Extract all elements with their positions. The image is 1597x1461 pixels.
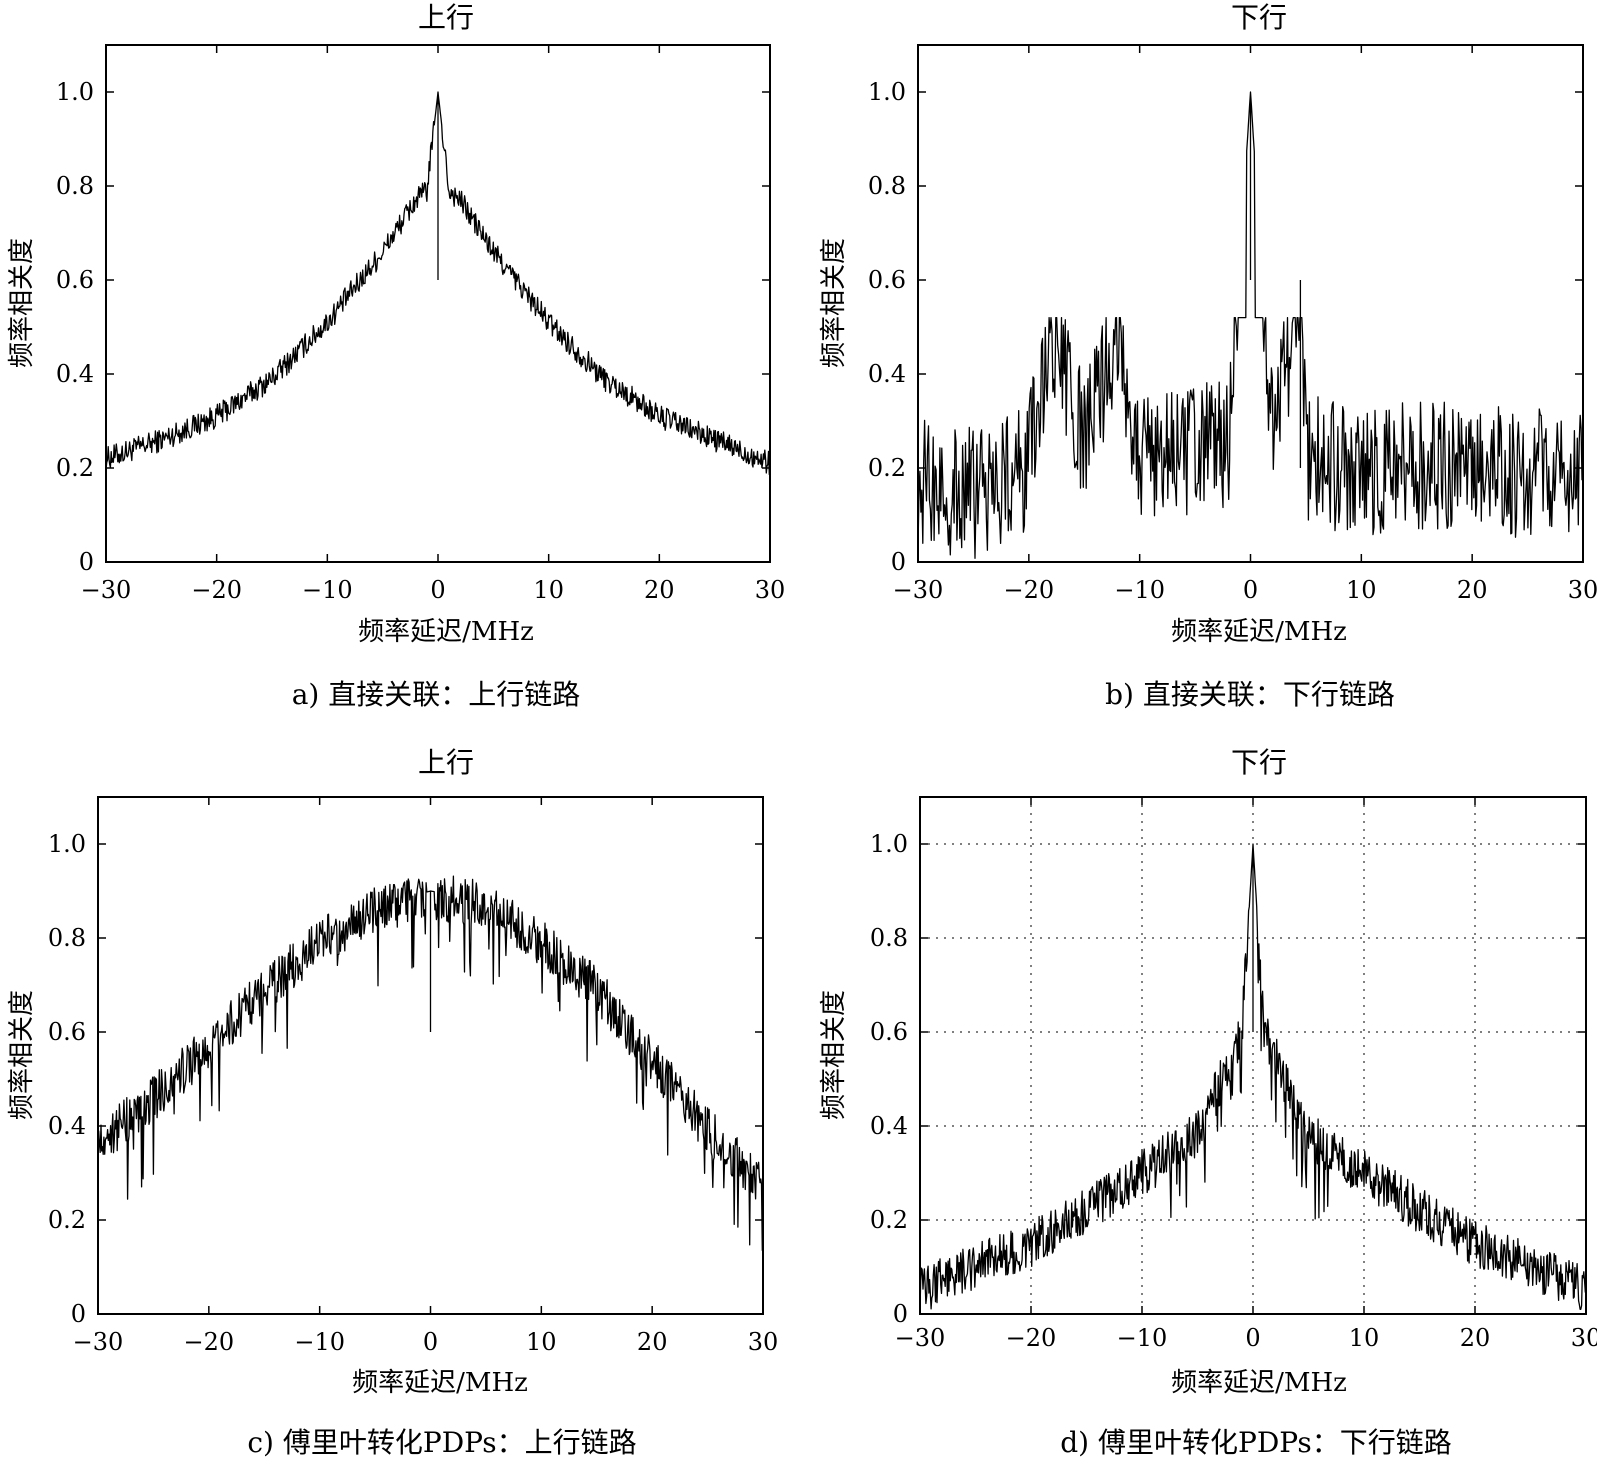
panel-a-ytick-label: 0.6 [56, 266, 94, 294]
panel-d-ytick-label: 0 [893, 1300, 908, 1328]
panel-c-ytick-label: 0.4 [48, 1112, 86, 1140]
panel-b-xlabel: 频率延迟/MHz [1171, 617, 1347, 647]
panel-a-ytick-label: 0.8 [56, 172, 94, 200]
panel-d-y-ticks: 0 0.2 0.4 0.6 0.8 1.0 [870, 830, 908, 1328]
panel-d-ytick-label: 0.6 [870, 1018, 908, 1046]
panel-d-ytick-label: 1.0 [870, 830, 908, 858]
panel-b-ytick-label: 0 [891, 548, 906, 576]
panel-c-title: 上行 [418, 746, 474, 779]
panel-c-x-ticks: −30 −20 −10 0 10 20 30 [73, 1328, 779, 1356]
panel-c-xtick-label: 10 [526, 1328, 557, 1356]
panel-c-caption: c) 傅里叶转化PDPs：上行链路 [247, 1426, 636, 1459]
panel-d-caption: d) 傅里叶转化PDPs：下行链路 [1060, 1426, 1452, 1459]
panel-a-caption: a) 直接关联：上行链路 [292, 678, 581, 711]
panel-c-ytick-label: 0 [71, 1300, 86, 1328]
panel-d-title: 下行 [1231, 746, 1287, 779]
panel-d-series-line [919, 843, 1587, 1310]
panel-d-x-ticks: −30 −20 −10 0 10 20 30 [895, 1324, 1597, 1352]
panel-c-xtick-label: 30 [748, 1328, 779, 1356]
tick-marks [919, 797, 1587, 1315]
panel-d-xtick-label: 20 [1460, 1324, 1491, 1352]
panel-b-xtick-label: −30 [893, 576, 944, 604]
panel-a-xlabel: 频率延迟/MHz [358, 617, 534, 647]
panel-c-xtick-label: −10 [294, 1328, 345, 1356]
panel-b-y-ticks: 0 0.2 0.4 0.6 0.8 1.0 [868, 78, 906, 576]
panel-b-title: 下行 [1231, 1, 1287, 34]
panel-a-xtick-label: 10 [533, 576, 564, 604]
panel-c: 上行 −30 −20 −10 0 10 20 30 0 0.2 0.4 0.6 … [7, 746, 778, 1459]
panel-b-xtick-label: −10 [1114, 576, 1165, 604]
panel-d-ytick-label: 0.2 [870, 1206, 908, 1234]
panel-c-xtick-label: 20 [637, 1328, 668, 1356]
panel-b-x-ticks: −30 −20 −10 0 10 20 30 [893, 576, 1597, 604]
panel-b-xtick-label: 30 [1568, 576, 1597, 604]
panel-c-ylabel: 频率相关度 [7, 990, 37, 1120]
panel-a: 上行 −30 −20 −10 0 10 20 30 0 0.2 0.4 0.6 … [7, 1, 785, 711]
panel-c-ytick-label: 0.2 [48, 1206, 86, 1234]
tick-marks [97, 797, 764, 1315]
panel-d-xtick-label: 0 [1245, 1324, 1260, 1352]
panel-a-series-line [105, 91, 771, 476]
panel-b-ytick-label: 0.6 [868, 266, 906, 294]
panel-a-ytick-label: 1.0 [56, 78, 94, 106]
panel-b-series-line [917, 91, 1584, 559]
panel-b-ytick-label: 0.8 [868, 172, 906, 200]
panel-a-xtick-label: −30 [81, 576, 132, 604]
panel-a-y-ticks: 0 0.2 0.4 0.6 0.8 1.0 [56, 78, 94, 576]
panel-b: 下行 −30 −20 −10 0 10 20 30 0 0.2 0.4 0.6 … [819, 1, 1597, 711]
panel-c-ytick-label: 0.8 [48, 924, 86, 952]
panel-b-xtick-label: −20 [1003, 576, 1054, 604]
panel-c-ytick-label: 0.6 [48, 1018, 86, 1046]
panel-d-xtick-label: −20 [1006, 1324, 1057, 1352]
panel-b-ylabel: 频率相关度 [819, 238, 849, 368]
panel-c-y-ticks: 0 0.2 0.4 0.6 0.8 1.0 [48, 830, 86, 1328]
tick-marks [105, 45, 771, 563]
panel-a-ytick-label: 0 [79, 548, 94, 576]
panel-b-ytick-label: 0.4 [868, 360, 906, 388]
panel-a-ytick-label: 0.4 [56, 360, 94, 388]
panel-d-xtick-label: 10 [1349, 1324, 1380, 1352]
panel-d-xlabel: 频率延迟/MHz [1171, 1368, 1347, 1398]
panel-c-xtick-label: −20 [183, 1328, 234, 1356]
panel-d-xtick-label: −10 [1117, 1324, 1168, 1352]
panel-c-xtick-label: −30 [73, 1328, 124, 1356]
panel-a-title: 上行 [418, 1, 474, 34]
panel-b-xtick-label: 20 [1457, 576, 1488, 604]
panel-d-xtick-label: −30 [895, 1324, 946, 1352]
panel-b-xtick-label: 10 [1346, 576, 1377, 604]
panel-a-xtick-label: 30 [755, 576, 786, 604]
panel-c-xtick-label: 0 [423, 1328, 438, 1356]
panel-d-ytick-label: 0.8 [870, 924, 908, 952]
panel-c-ytick-label: 1.0 [48, 830, 86, 858]
panel-a-ytick-label: 0.2 [56, 454, 94, 482]
panel-d-xtick-label: 30 [1571, 1324, 1597, 1352]
panel-b-xtick-label: 0 [1243, 576, 1258, 604]
panel-b-ytick-label: 0.2 [868, 454, 906, 482]
panel-d: 下行 −30 −20 −10 0 10 20 30 0 0.2 0.4 0.6 … [819, 746, 1597, 1459]
panel-a-ylabel: 频率相关度 [7, 238, 37, 368]
panel-a-xtick-label: −20 [191, 576, 242, 604]
panel-a-x-ticks: −30 −20 −10 0 10 20 30 [81, 576, 786, 604]
panel-a-xtick-label: 0 [430, 576, 445, 604]
panel-d-ylabel: 频率相关度 [819, 990, 849, 1120]
panel-c-xlabel: 频率延迟/MHz [352, 1368, 528, 1398]
panel-d-ytick-label: 0.4 [870, 1112, 908, 1140]
panel-a-xtick-label: −10 [302, 576, 353, 604]
panel-b-caption: b) 直接关联：下行链路 [1105, 678, 1395, 711]
panel-c-series-line [97, 875, 764, 1252]
tick-marks [917, 45, 1584, 563]
panel-b-ytick-label: 1.0 [868, 78, 906, 106]
panel-a-xtick-label: 20 [644, 576, 675, 604]
